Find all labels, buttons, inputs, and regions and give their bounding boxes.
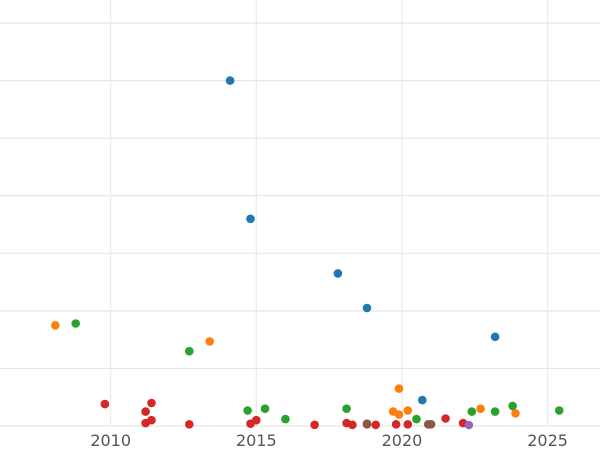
data-point-series-3-0	[100, 399, 110, 409]
data-point-series-3-5	[185, 420, 194, 429]
data-point-series-0-0	[225, 76, 235, 85]
x-tick-label-2: 2020	[382, 431, 423, 450]
data-point-series-0-3	[362, 303, 372, 313]
data-point-series-2-1	[185, 346, 194, 356]
data-point-series-1-5	[394, 410, 404, 419]
data-point-series-3-7	[251, 415, 261, 425]
x-tick-label-1: 2015	[236, 431, 277, 450]
grid-layer	[0, 0, 600, 427]
data-point-series-2-3	[260, 404, 270, 414]
data-point-series-1-1	[205, 337, 214, 346]
x-tick-label-0: 2010	[90, 431, 131, 450]
data-point-series-3-2	[147, 398, 156, 408]
data-point-series-3-10	[348, 420, 357, 430]
data-point-series-3-15	[441, 414, 450, 423]
data-point-series-3-8	[310, 420, 319, 430]
data-point-series-1-7	[511, 409, 520, 418]
data-point-series-1-2	[394, 384, 404, 393]
data-point-series-3-1	[141, 407, 150, 416]
data-point-series-2-4	[281, 414, 290, 424]
data-point-series-3-4	[141, 418, 150, 428]
x-tick-label-3: 2025	[527, 431, 568, 450]
data-point-series-4-2	[426, 420, 436, 429]
data-point-series-2-0	[71, 319, 80, 328]
data-point-series-2-9	[508, 401, 517, 411]
data-point-series-1-6	[476, 404, 485, 414]
data-point-series-0-2	[333, 269, 343, 278]
data-point-series-2-6	[412, 414, 421, 424]
data-point-series-2-2	[243, 406, 252, 415]
data-point-series-1-0	[51, 321, 60, 330]
data-point-series-0-1	[246, 214, 255, 224]
data-point-series-4-0	[362, 419, 372, 429]
data-point-series-2-10	[554, 406, 564, 415]
points-layer	[51, 76, 564, 430]
data-point-series-0-4	[490, 332, 500, 342]
data-point-series-2-8	[490, 407, 500, 416]
data-point-series-2-7	[467, 407, 477, 416]
data-point-series-0-5	[418, 395, 427, 405]
x-tick-labels: 2010 2015 2020 2025	[90, 431, 568, 450]
data-point-series-3-12	[371, 420, 381, 430]
data-point-series-2-5	[342, 404, 351, 414]
data-point-series-3-13	[391, 420, 401, 429]
data-point-series-5-0	[464, 420, 474, 430]
data-point-series-1-4	[403, 406, 413, 415]
data-point-series-3-14	[403, 420, 413, 429]
